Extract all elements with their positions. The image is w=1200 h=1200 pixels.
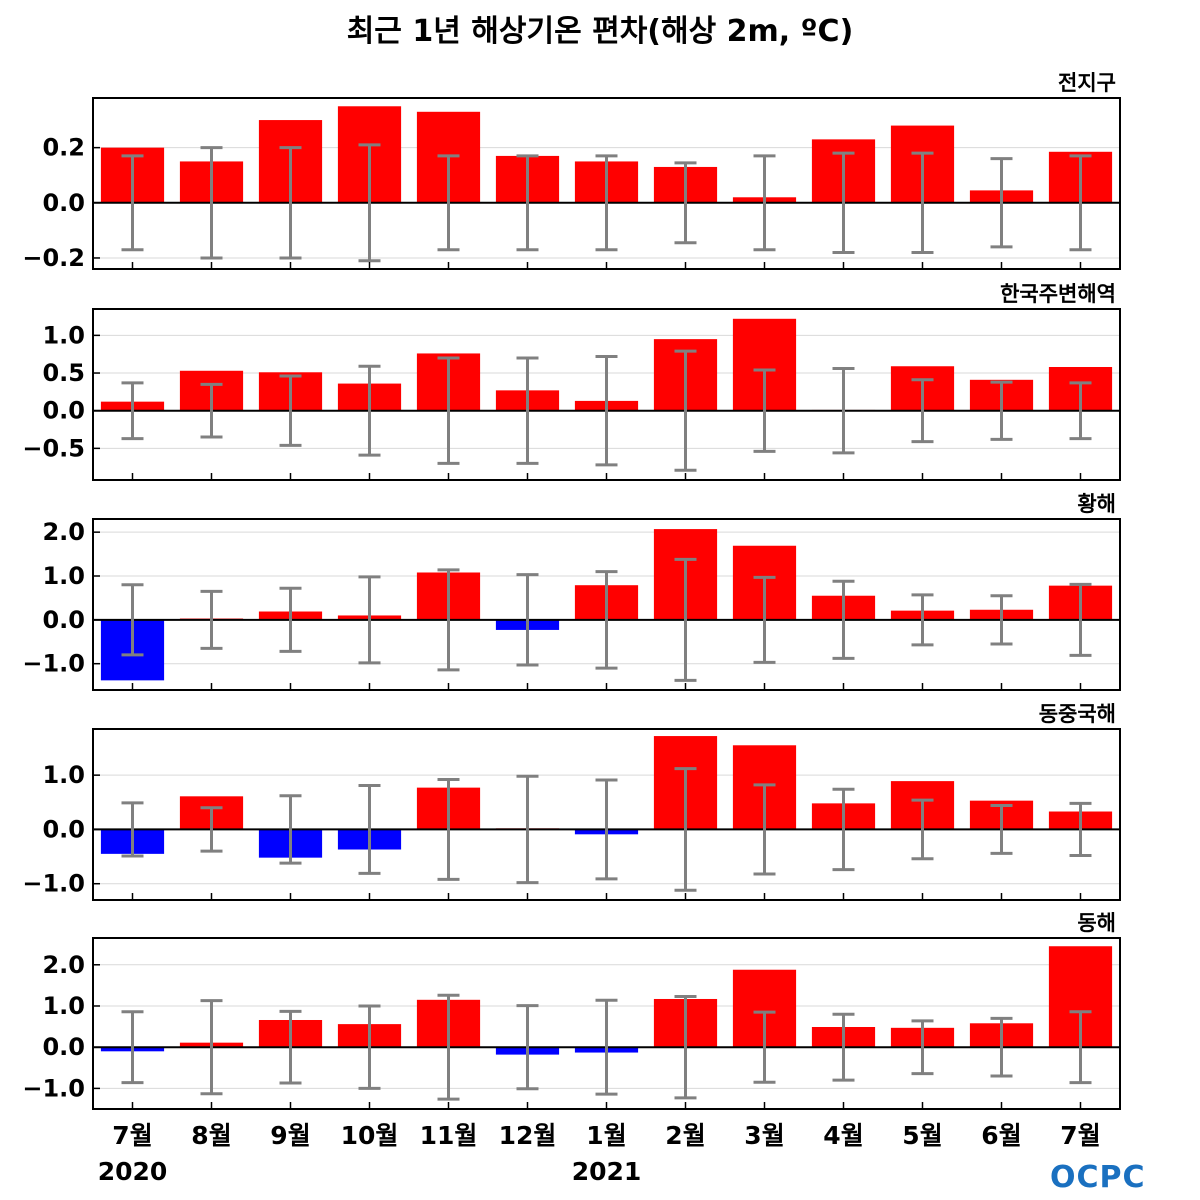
y-tick-label: 1.0: [42, 562, 85, 590]
x-tick-label: 5월: [902, 1121, 942, 1150]
y-tick-label: −0.5: [22, 434, 85, 462]
x-tick-label: 2월: [665, 1121, 705, 1150]
x-tick-label: 1월: [586, 1121, 626, 1150]
y-tick-label: 0.0: [42, 1033, 85, 1061]
x-tick-label: 8월: [191, 1121, 231, 1150]
chart-title: 최근 1년 해상기온 편차(해상 2m, ºC): [346, 14, 854, 49]
ocpc-logo: OCPC: [1050, 1160, 1146, 1195]
y-tick-label: 0.5: [42, 359, 85, 387]
x-tick-label: 7월: [112, 1121, 152, 1150]
y-tick-label: −1.0: [22, 650, 85, 678]
y-tick-label: 1.0: [42, 992, 85, 1020]
y-tick-label: 1.0: [42, 321, 85, 349]
panel-title: 전지구: [1058, 71, 1116, 95]
panel-title: 한국주변해역: [1000, 282, 1116, 306]
x-tick-label: 9월: [270, 1121, 310, 1150]
x-tick-label: 11월: [420, 1121, 478, 1150]
panel-title: 동중국해: [1039, 702, 1116, 726]
x-year-label: 2020: [98, 1157, 168, 1186]
y-tick-label: 0.0: [42, 815, 85, 843]
y-tick-label: −1.0: [22, 870, 85, 898]
y-tick-label: 2.0: [42, 951, 85, 979]
y-tick-label: 0.0: [42, 189, 85, 217]
y-tick-label: 1.0: [42, 761, 85, 789]
x-tick-label: 12월: [499, 1121, 557, 1150]
y-tick-label: 0.0: [42, 606, 85, 634]
y-tick-label: 0.2: [42, 134, 85, 162]
y-tick-label: −1.0: [22, 1074, 85, 1102]
x-tick-label: 10월: [341, 1121, 399, 1150]
x-tick-label: 7월: [1060, 1121, 1100, 1150]
x-year-label: 2021: [572, 1157, 642, 1186]
panel-title: 동해: [1077, 911, 1116, 935]
x-tick-label: 3월: [744, 1121, 784, 1150]
y-tick-label: 2.0: [42, 518, 85, 546]
panel-title: 황해: [1077, 492, 1116, 516]
y-tick-label: 0.0: [42, 397, 85, 425]
y-tick-label: −0.2: [22, 244, 85, 272]
x-tick-label: 6월: [981, 1121, 1021, 1150]
x-tick-label: 4월: [823, 1121, 863, 1150]
